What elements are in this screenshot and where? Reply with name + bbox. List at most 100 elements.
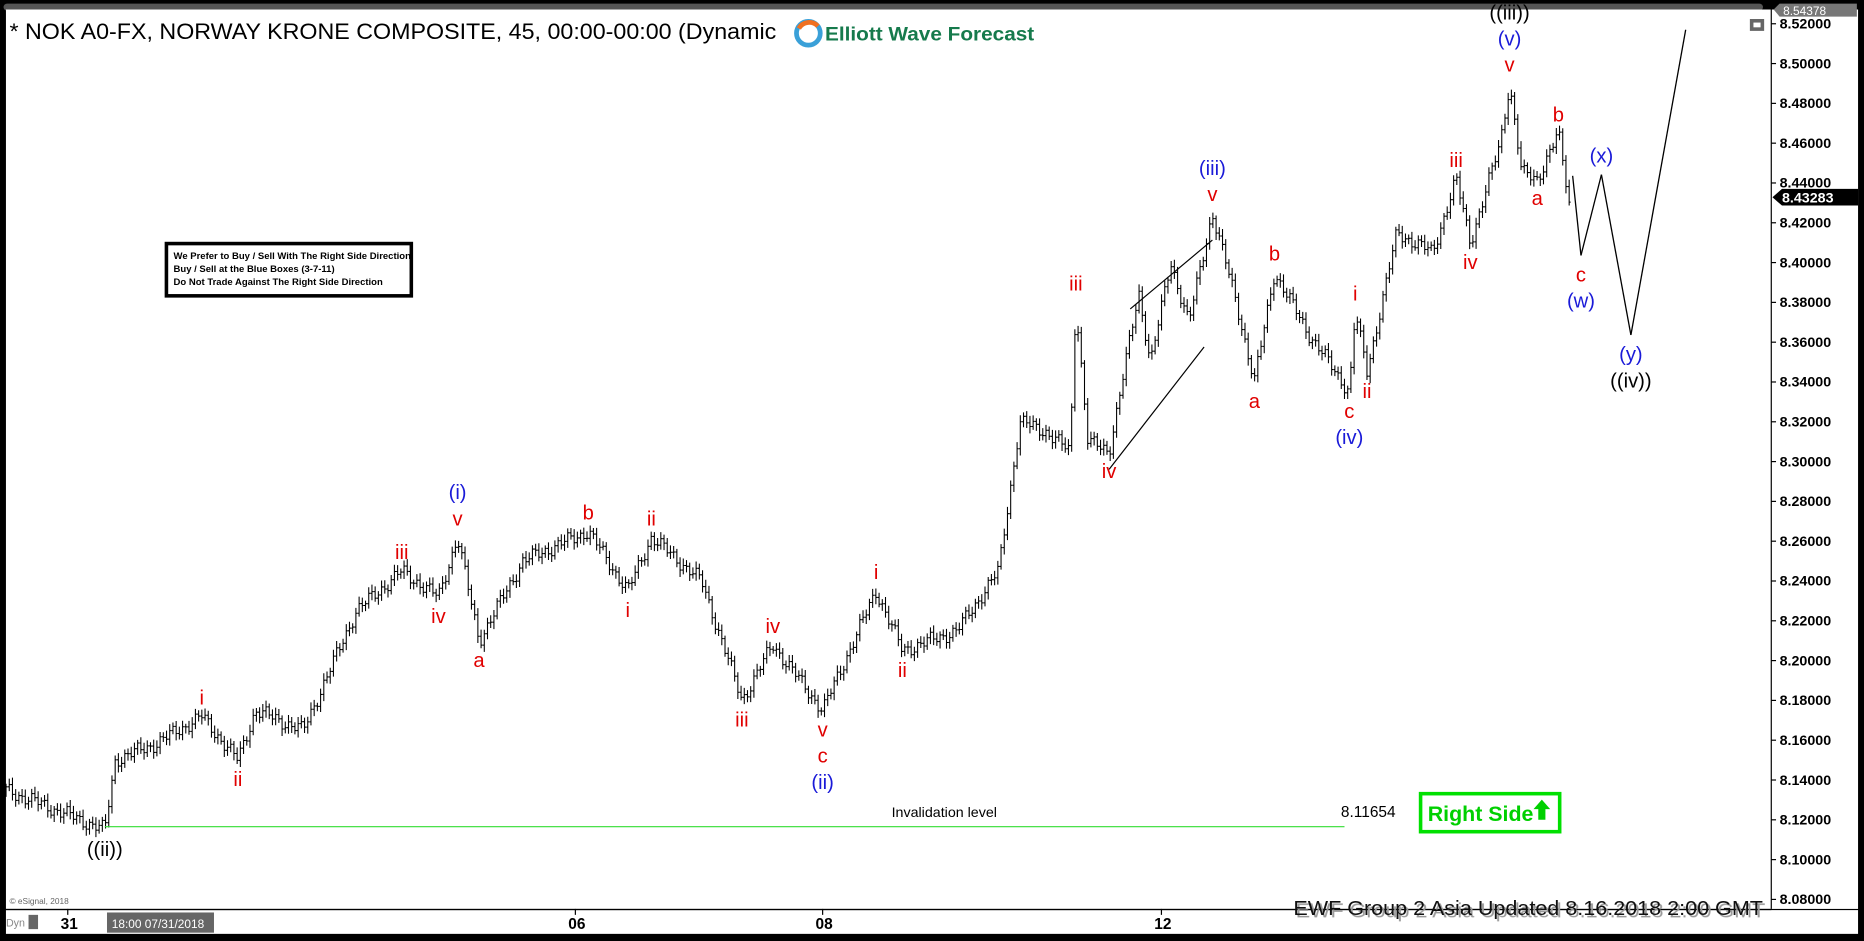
price-bar	[1394, 226, 1398, 258]
logo-text: Elliott Wave Forecast	[825, 24, 1035, 45]
price-bar	[1358, 318, 1363, 338]
price-bar	[900, 633, 904, 658]
price-bar	[1468, 215, 1472, 250]
price-bar	[1140, 286, 1144, 323]
price-bar	[951, 624, 955, 642]
price-bar	[1336, 366, 1340, 380]
dyn-toggle[interactable]	[28, 914, 39, 930]
chart-title: * NOK A0-FX, NORWAY KRONE COMPOSITE, 45,…	[10, 19, 777, 44]
wave-label: b	[1553, 104, 1564, 126]
price-bar	[1060, 430, 1064, 452]
price-bar	[254, 707, 258, 722]
price-bar	[1323, 345, 1327, 358]
top-price-marker: 8.54378	[1773, 3, 1857, 18]
price-bar	[1548, 144, 1552, 163]
plot-area[interactable]	[5, 9, 1772, 909]
price-bar	[489, 615, 493, 629]
price-bar	[871, 588, 875, 608]
wave-label: iv	[766, 616, 781, 638]
price-bar	[1407, 234, 1411, 245]
price-bar	[887, 605, 891, 630]
price-tick-label: 8.08000	[1780, 892, 1832, 908]
price-bar	[55, 803, 59, 816]
price-bar	[200, 709, 204, 725]
price-bar	[1275, 275, 1279, 287]
price-bar	[1047, 426, 1051, 441]
price-bar	[110, 775, 114, 814]
price-bar	[861, 610, 865, 623]
price-bar	[1269, 287, 1273, 311]
wave-label: ((ii))	[87, 839, 123, 861]
price-bar	[1525, 162, 1529, 178]
price-bar	[713, 612, 717, 635]
price-bar	[1063, 437, 1067, 453]
price-bar	[402, 560, 406, 580]
price-bar	[1487, 167, 1491, 197]
restore-window-icon[interactable]	[1749, 19, 1765, 31]
price-bar	[1516, 114, 1520, 155]
price-bar	[781, 648, 785, 670]
price-bar	[591, 527, 595, 540]
time-axis[interactable]	[5, 910, 1859, 934]
price-bar	[524, 551, 528, 569]
price-bar	[627, 579, 631, 589]
price-bar	[1076, 325, 1080, 342]
price-bar	[1307, 326, 1311, 347]
projection-line	[1630, 29, 1687, 336]
price-bar	[569, 528, 573, 540]
price-bar	[1188, 306, 1192, 322]
price-bar	[765, 640, 769, 664]
price-bar	[1166, 276, 1170, 294]
price-bar	[248, 724, 252, 748]
price-bar	[1298, 309, 1302, 324]
price-bar	[1137, 284, 1141, 314]
price-bar	[1304, 312, 1308, 339]
price-bar	[1009, 480, 1013, 520]
price-bar	[559, 534, 563, 550]
price-bar	[790, 654, 794, 674]
projection-line	[1580, 174, 1603, 256]
price-bar	[235, 747, 239, 764]
wave-label: iii	[1069, 274, 1082, 296]
price-bar	[431, 577, 435, 597]
price-bar	[1294, 293, 1298, 321]
wave-label: v	[453, 508, 464, 530]
price-bar	[1153, 336, 1157, 355]
price-bar	[1169, 260, 1173, 284]
price-bar	[1432, 239, 1436, 255]
price-bar	[1346, 385, 1350, 400]
price-axis[interactable]	[1771, 9, 1859, 909]
price-bar	[78, 810, 82, 824]
price-bar	[139, 737, 143, 754]
svg-text:8.54378: 8.54378	[1783, 4, 1826, 18]
price-bar	[829, 688, 833, 700]
price-bar	[659, 532, 663, 550]
price-bar	[171, 722, 175, 735]
price-bar	[264, 700, 268, 718]
price-bar	[1403, 233, 1408, 247]
price-bar	[296, 716, 300, 738]
price-bar	[351, 623, 355, 634]
price-bar	[222, 735, 226, 757]
price-bar	[662, 534, 666, 551]
price-tick-label: 8.16000	[1780, 733, 1832, 749]
price-bar	[473, 599, 477, 621]
price-bar	[277, 709, 281, 723]
price-bar	[476, 608, 480, 644]
price-bar	[286, 715, 291, 734]
price-bar	[1230, 267, 1234, 288]
price-bar	[148, 742, 153, 753]
price-bar	[1092, 431, 1096, 446]
price-bar	[1201, 256, 1205, 271]
price-bar	[1002, 528, 1006, 555]
price-bar	[916, 638, 920, 658]
price-bar	[376, 591, 380, 605]
price-bar	[421, 582, 425, 597]
wave-label: a	[473, 650, 485, 672]
price-bar	[415, 574, 419, 588]
price-bar	[158, 732, 162, 755]
price-tick-label: 8.34000	[1780, 375, 1832, 391]
price-bar	[1108, 446, 1112, 461]
price-bar	[556, 536, 560, 553]
price-bar	[1375, 326, 1379, 347]
